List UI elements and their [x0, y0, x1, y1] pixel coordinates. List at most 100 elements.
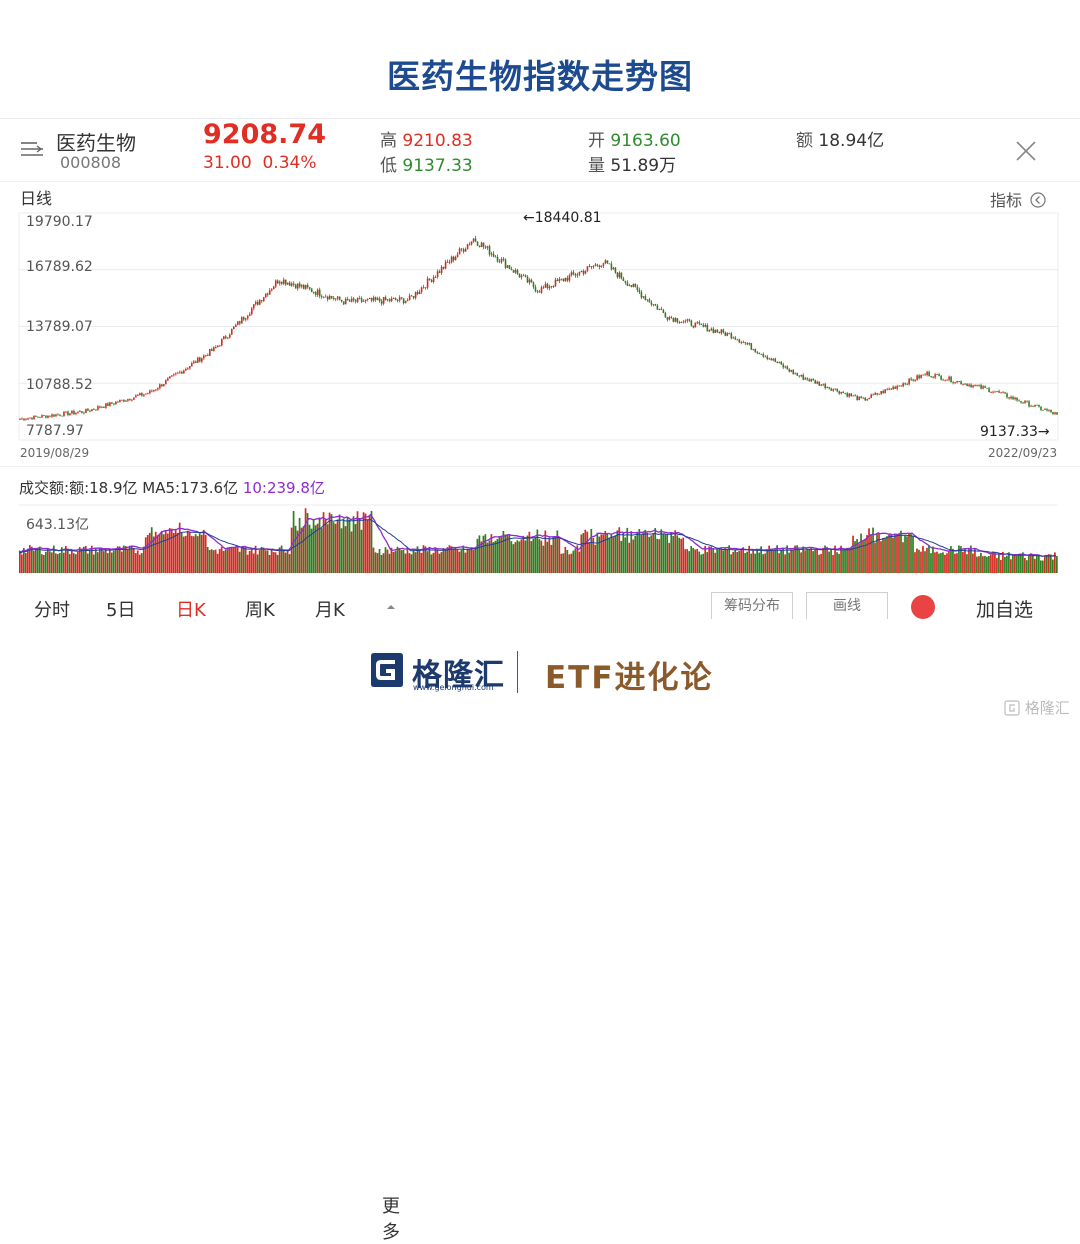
- volume-bar: [964, 549, 966, 573]
- tab-monthly[interactable]: 月K: [315, 600, 345, 621]
- chips-distribution-button[interactable]: 筹码分布: [711, 592, 793, 619]
- volume-bar: [614, 535, 617, 573]
- volume-bar: [112, 550, 115, 573]
- candle-body: [940, 375, 942, 380]
- volume-bar: [566, 549, 569, 573]
- volume-bar: [512, 544, 515, 573]
- volume-bar: [556, 530, 559, 573]
- volume-bar: [604, 531, 607, 573]
- volume-bar: [452, 548, 455, 573]
- candle-body: [322, 296, 325, 298]
- volume-bar: [752, 550, 754, 573]
- candle-body: [213, 347, 215, 352]
- volume-bar: [962, 551, 964, 573]
- caret-up-icon: [387, 605, 395, 609]
- candle-body: [240, 317, 243, 324]
- volume-bar: [952, 548, 954, 573]
- candle-body: [410, 295, 413, 297]
- candle-body: [352, 298, 355, 301]
- volume-bar: [582, 533, 585, 573]
- tab-daily[interactable]: 日K: [176, 600, 206, 621]
- volume-bar: [382, 553, 385, 573]
- candle-body: [21, 418, 23, 420]
- candle-body: [536, 291, 539, 292]
- candle-body: [802, 374, 805, 380]
- candle-body: [284, 279, 287, 285]
- volume-chart[interactable]: [0, 495, 1080, 575]
- volume-bar: [532, 538, 535, 573]
- volume-bar: [348, 519, 351, 573]
- volume-bar: [446, 547, 449, 573]
- candle-body: [976, 385, 978, 386]
- candle-body: [620, 272, 623, 279]
- candle-body: [422, 287, 425, 289]
- volume-bar: [716, 549, 719, 573]
- candle-body: [668, 317, 671, 320]
- low-label: 低: [380, 156, 397, 176]
- candle-body: [49, 415, 51, 417]
- candle-body: [238, 321, 241, 324]
- candle-body: [276, 280, 279, 284]
- volume-bar: [602, 534, 605, 573]
- candle-body: [199, 357, 201, 362]
- draw-line-button[interactable]: 画线: [806, 592, 888, 619]
- volume-stat: 量 51.89万: [588, 151, 676, 176]
- candle-body: [292, 283, 295, 285]
- candle-body: [470, 241, 473, 245]
- volume-bar: [892, 537, 894, 573]
- candle-body: [1046, 409, 1048, 411]
- volume-bar: [812, 551, 814, 573]
- candle-body: [558, 278, 561, 282]
- volume-bar: [424, 546, 427, 573]
- candle-body: [616, 272, 619, 278]
- volume-bar: [1032, 554, 1034, 573]
- volume-bar: [224, 549, 227, 573]
- candle-body: [610, 263, 613, 270]
- candle-body: [69, 413, 71, 416]
- candle-body: [1018, 400, 1020, 402]
- candle-body: [59, 414, 61, 416]
- price-chart[interactable]: [0, 205, 1080, 465]
- candle-body: [624, 280, 627, 283]
- volume-bar: [900, 530, 902, 573]
- record-dot-icon[interactable]: [911, 595, 935, 619]
- candle-body: [890, 388, 892, 390]
- tab-weekly[interactable]: 周K: [245, 600, 275, 621]
- volume-bar: [772, 550, 774, 573]
- volume-legend-ma10: 10:239.8亿: [242, 479, 325, 497]
- volume-bar: [156, 535, 159, 573]
- menu-icon[interactable]: [20, 137, 44, 161]
- candle-body: [750, 343, 753, 350]
- candle-body: [270, 289, 273, 291]
- candle-body: [252, 304, 255, 309]
- volume-bar: [942, 552, 944, 573]
- volume-bar: [1014, 554, 1016, 573]
- indicator-button[interactable]: 指标: [990, 187, 1046, 211]
- tab-5day[interactable]: 5日: [106, 600, 136, 621]
- close-icon[interactable]: [1013, 138, 1039, 164]
- volume-bar: [154, 531, 157, 573]
- volume-bar: [750, 553, 752, 573]
- volume-bar: [436, 549, 439, 573]
- volume-bar: [134, 553, 137, 573]
- add-watchlist-button[interactable]: 加自选: [976, 599, 1034, 621]
- tab-more[interactable]: 更多: [382, 596, 400, 1243]
- tab-more-label: 更多: [382, 1196, 400, 1243]
- volume-bar: [220, 546, 223, 573]
- volume-bar: [954, 553, 956, 573]
- candle-body: [1048, 410, 1050, 411]
- candle-body: [964, 383, 966, 385]
- volume-bar: [346, 516, 349, 573]
- volume-bar: [384, 547, 387, 573]
- tab-intraday[interactable]: 分时: [34, 600, 70, 621]
- volume-bar: [222, 551, 225, 573]
- candle-body: [846, 393, 849, 397]
- candle-body: [612, 267, 615, 270]
- candle-body: [466, 244, 469, 250]
- candle-body: [852, 395, 854, 397]
- volume-bar: [308, 524, 311, 573]
- candle-body: [57, 414, 59, 416]
- volume-bar: [268, 554, 271, 573]
- candle-body: [920, 374, 922, 379]
- candle-body: [792, 369, 795, 375]
